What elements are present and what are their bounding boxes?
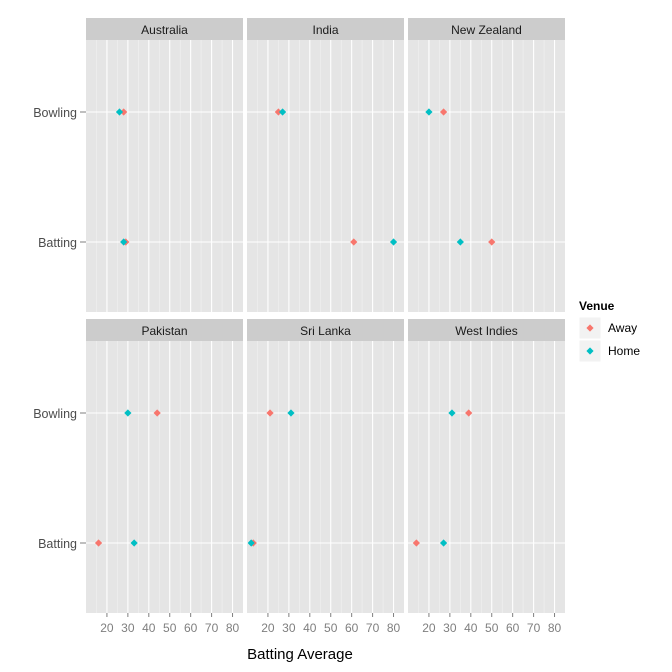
facet-panel-sri-lanka: Sri Lanka: [247, 319, 404, 613]
x-axis-title: Batting Average: [247, 646, 353, 663]
panel-background-india: [247, 40, 404, 312]
panel-background-sri-lanka: [247, 341, 404, 613]
x-tick-label: 80: [387, 621, 401, 635]
x-tick-label: 70: [366, 621, 380, 635]
facet-panel-pakistan: Pakistan: [86, 319, 243, 613]
legend-marker-away: [586, 324, 594, 332]
x-tick-label: 80: [226, 621, 240, 635]
data-point-away-india-bowling: [274, 108, 282, 116]
facet-panel-new-zealand: New Zealand: [408, 18, 565, 312]
legend-label-away: Away: [608, 321, 637, 335]
panel-background-new-zealand: [408, 40, 565, 312]
data-point-away-new-zealand-bowling: [439, 108, 448, 116]
data-point-home-australia-bowling: [115, 108, 124, 116]
data-point-home-australia-batting: [120, 238, 128, 246]
facet-panel-australia: Australia: [86, 18, 243, 312]
facet-panel-india: India: [247, 18, 404, 312]
facet-label-india: India: [312, 23, 338, 37]
legend-title: Venue: [579, 299, 615, 313]
data-point-home-west-indies-batting: [439, 539, 448, 547]
legend-marker-home: [586, 347, 594, 355]
y-tick-label-bowling: Bowling: [33, 407, 77, 421]
x-tick-label: 30: [282, 621, 296, 635]
data-point-home-pakistan-bowling: [124, 409, 132, 417]
x-tick-label: 60: [184, 621, 198, 635]
panels-layer: Australia India New Zealand Pakistan Sri Lan…: [86, 18, 565, 613]
x-tick-label: 50: [485, 621, 499, 635]
x-tick-label: 60: [345, 621, 359, 635]
panel-background-pakistan: [86, 341, 243, 613]
facet-panel-west-indies: West Indies: [408, 319, 565, 613]
facet-label-pakistan: Pakistan: [141, 324, 187, 338]
facet-label-sri-lanka: Sri Lanka: [300, 324, 351, 338]
x-tick-label: 20: [261, 621, 275, 635]
data-point-away-west-indies-bowling: [465, 409, 473, 417]
data-point-away-india-batting: [350, 238, 358, 246]
panel-background-australia: [86, 40, 243, 312]
x-tick-label: 40: [142, 621, 156, 635]
data-point-away-australia-bowling: [120, 108, 128, 116]
data-point-away-sri-lanka-bowling: [266, 409, 274, 417]
x-tick-label: 20: [422, 621, 436, 635]
data-point-home-india-batting: [389, 238, 398, 246]
x-tick-label: 30: [443, 621, 457, 635]
data-point-away-pakistan-bowling: [153, 409, 161, 417]
x-tick-label: 80: [548, 621, 562, 635]
data-point-home-new-zealand-bowling: [425, 108, 433, 116]
data-point-home-sri-lanka-bowling: [287, 409, 295, 417]
x-tick-label: 50: [324, 621, 338, 635]
legend: Venue Away Home: [578, 299, 640, 363]
facet-label-australia: Australia: [141, 23, 188, 37]
facet-strip-australia: [86, 18, 243, 40]
x-tick-label: 60: [506, 621, 520, 635]
facet-strip-west-indies: [408, 319, 565, 341]
x-tick-label: 50: [163, 621, 177, 635]
data-point-away-new-zealand-batting: [488, 238, 496, 246]
facet-label-west-indies: West Indies: [455, 324, 517, 338]
panel-background-west-indies: [408, 341, 565, 613]
x-tick-label: 70: [527, 621, 541, 635]
x-tick-label: 40: [464, 621, 478, 635]
data-point-home-pakistan-batting: [130, 539, 138, 547]
x-tick-label: 70: [205, 621, 219, 635]
x-tick-label: 40: [303, 621, 317, 635]
data-point-home-sri-lanka-batting: [247, 539, 255, 547]
facet-strip-sri-lanka: [247, 319, 404, 341]
legend-entries: Away Home: [578, 316, 640, 363]
data-point-away-pakistan-batting: [94, 539, 103, 547]
x-tick-label: 30: [121, 621, 135, 635]
legend-label-home: Home: [608, 344, 640, 358]
data-point-away-west-indies-batting: [412, 539, 420, 547]
y-tick-label-batting: Batting: [38, 236, 77, 250]
facet-label-new-zealand: New Zealand: [451, 23, 522, 37]
data-point-home-new-zealand-batting: [456, 238, 464, 246]
axes-layer: Bowling Batting Bowling Batting 20 30 40 50 60 70…: [33, 106, 561, 635]
y-tick-label-batting: Batting: [38, 537, 77, 551]
data-point-home-west-indies-bowling: [448, 409, 456, 417]
y-tick-label-bowling: Bowling: [33, 106, 77, 120]
data-point-home-india-bowling: [278, 108, 287, 116]
facet-strip-india: [247, 18, 404, 40]
x-tick-label: 20: [100, 621, 114, 635]
facet-strip-new-zealand: [408, 18, 565, 40]
facet-strip-pakistan: [86, 319, 243, 341]
